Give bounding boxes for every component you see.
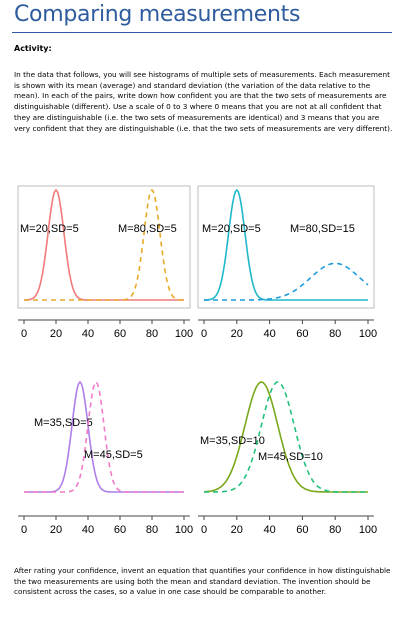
chart-panel-4: M=35,SD=10 M=45,SD=10 0 20 40 60 80 100 bbox=[194, 376, 384, 540]
chart-panel-3: M=35,SD=5 M=45,SD=5 0 20 40 60 80 100 bbox=[14, 376, 196, 540]
chart-svg: M=35,SD=5 M=45,SD=5 0 20 40 60 80 100 bbox=[18, 380, 193, 536]
x-tick-label: 100 bbox=[359, 524, 377, 536]
x-tick-label: 0 bbox=[201, 328, 207, 340]
x-tick-label: 80 bbox=[329, 524, 341, 536]
series-label-1: M=20,SD=5 bbox=[202, 223, 261, 235]
chart-svg: M=20,SD=5 M=80,SD=5 0 20 40 60 80 100 bbox=[17, 185, 193, 340]
series-line-1 bbox=[24, 380, 184, 493]
activity-heading: Activity: bbox=[14, 44, 52, 53]
x-tick-label: 0 bbox=[21, 328, 27, 340]
x-tick-label: 60 bbox=[296, 328, 308, 340]
chart-svg: M=20,SD=5 M=80,SD=15 0 20 40 60 80 100 bbox=[197, 185, 377, 340]
series-label-1: M=35,SD=5 bbox=[34, 417, 93, 429]
series-label-1: M=35,SD=10 bbox=[200, 435, 265, 447]
plot-border bbox=[197, 185, 375, 309]
title-underline bbox=[12, 32, 392, 33]
x-tick-label: 100 bbox=[359, 328, 377, 340]
x-tick-label: 80 bbox=[146, 524, 158, 536]
x-tick-label: 60 bbox=[114, 328, 126, 340]
x-tick-label: 100 bbox=[175, 524, 193, 536]
series-label-2: M=80,SD=5 bbox=[118, 223, 177, 235]
x-tick-label: 40 bbox=[82, 328, 94, 340]
x-tick-label: 20 bbox=[231, 524, 243, 536]
chart-panel-1: M=20,SD=5 M=80,SD=5 0 20 40 60 80 100 bbox=[14, 184, 196, 348]
x-tick-label: 60 bbox=[114, 524, 126, 536]
series-line-2 bbox=[204, 262, 369, 301]
instructions-paragraph: After rating your confidence, invent an … bbox=[14, 566, 391, 597]
series-line-2 bbox=[24, 188, 185, 301]
chart-svg: M=35,SD=10 M=45,SD=10 0 20 40 60 80 100 bbox=[198, 381, 377, 536]
series-line-1 bbox=[203, 188, 368, 301]
series-line-1 bbox=[203, 381, 368, 493]
x-tick-label: 80 bbox=[146, 328, 158, 340]
series-label-2: M=45,SD=10 bbox=[258, 451, 323, 463]
series-line-2 bbox=[204, 381, 368, 493]
plot-border bbox=[17, 185, 191, 309]
intro-paragraph: In the data that follows, you will see h… bbox=[14, 70, 393, 133]
x-tick-label: 20 bbox=[231, 328, 243, 340]
series-label-1: M=20,SD=5 bbox=[20, 223, 79, 235]
x-tick-label: 0 bbox=[21, 524, 27, 536]
x-tick-label: 40 bbox=[82, 524, 94, 536]
series-label-2: M=45,SD=5 bbox=[84, 449, 143, 461]
series-line-2 bbox=[24, 380, 184, 493]
x-tick-label: 20 bbox=[50, 328, 62, 340]
x-tick-label: 0 bbox=[201, 524, 207, 536]
x-tick-label: 40 bbox=[263, 328, 275, 340]
x-tick-label: 40 bbox=[263, 524, 275, 536]
x-tick-label: 60 bbox=[296, 524, 308, 536]
x-tick-label: 20 bbox=[50, 524, 62, 536]
page-title: Comparing measurements bbox=[14, 2, 301, 27]
chart-panel-2: M=20,SD=5 M=80,SD=15 0 20 40 60 80 100 bbox=[194, 184, 384, 348]
series-line-1 bbox=[23, 188, 184, 301]
series-label-2: M=80,SD=15 bbox=[290, 223, 355, 235]
x-tick-label: 80 bbox=[329, 328, 341, 340]
x-tick-label: 100 bbox=[175, 328, 193, 340]
